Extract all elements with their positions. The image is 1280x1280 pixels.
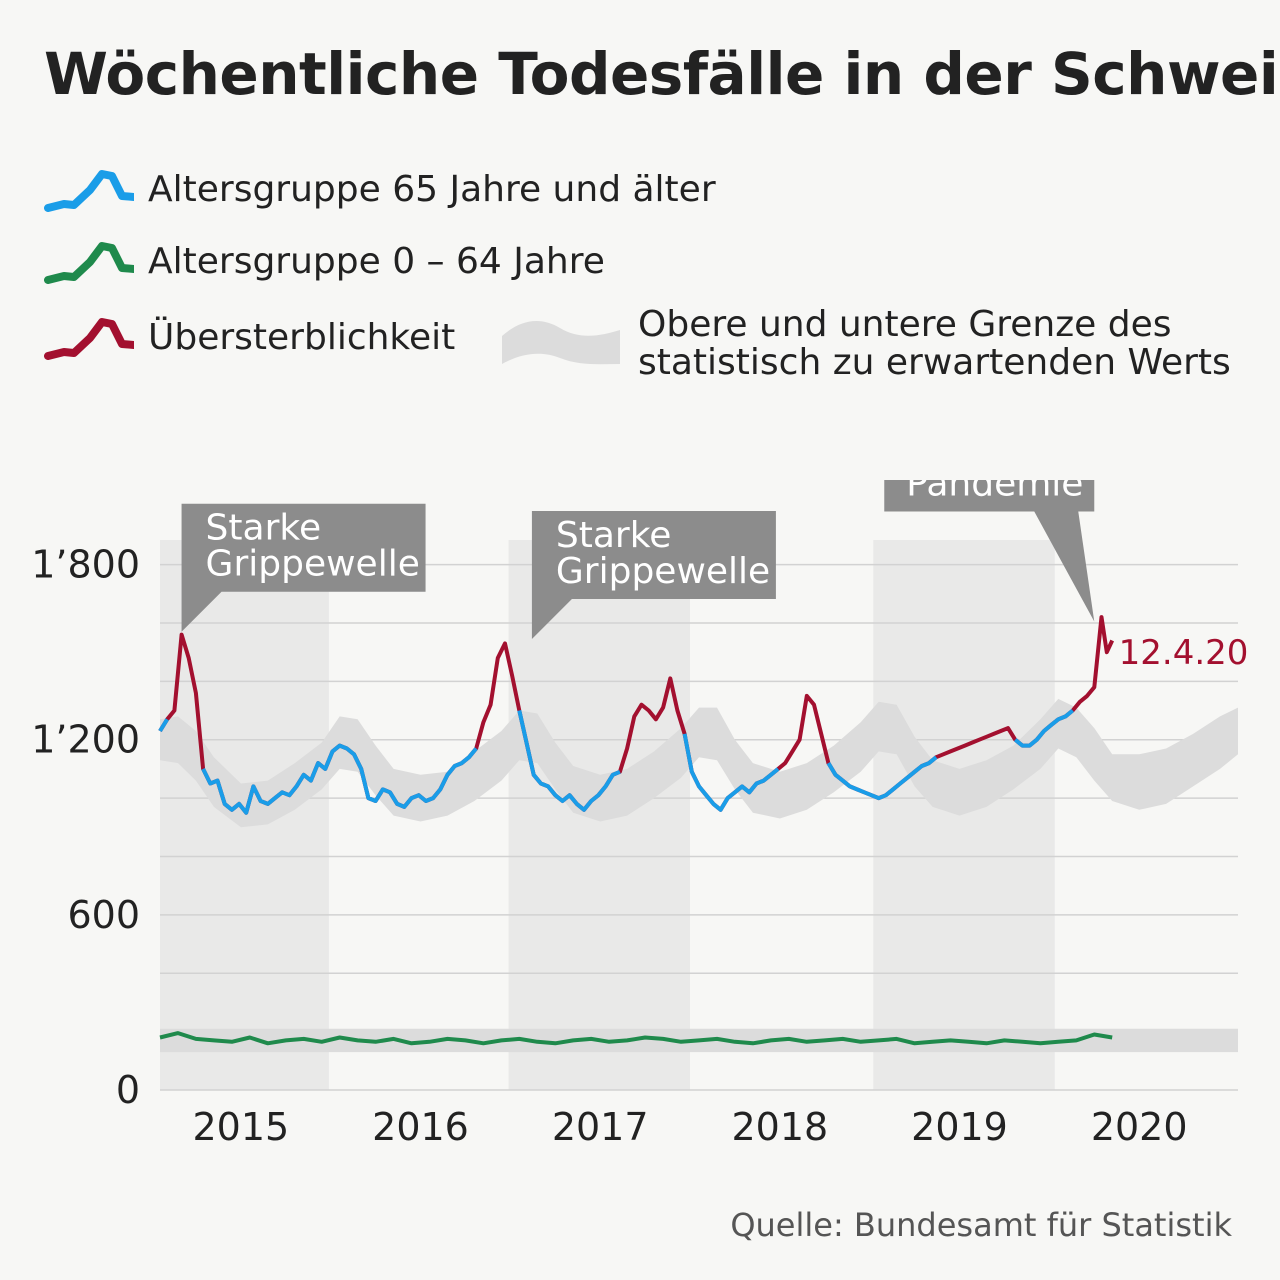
annotation-text-0-1: Grippewelle	[206, 544, 420, 585]
y-tick-label-3: 1’800	[31, 543, 140, 587]
annotation-box-0	[181, 503, 426, 632]
annotation-text-2-1: Pandemie	[906, 480, 1083, 505]
series-line-under65	[159, 1031, 1113, 1046]
expected-band-over65	[160, 698, 1238, 828]
legend-label-excess: Übersterblichkeit	[148, 316, 456, 358]
legend-label-over65: Altersgruppe 65 Jahre und älter	[148, 168, 716, 210]
source-note: Quelle: Bundesamt für Statistik	[730, 1206, 1232, 1244]
x-tick-label-5: 2020	[1091, 1105, 1188, 1149]
legend-item-excess: Übersterblichkeit	[44, 314, 455, 360]
y-tick-label-1: 600	[67, 893, 140, 937]
annotation-text-0-0: Starke	[206, 508, 322, 549]
x-tick-label-4: 2019	[911, 1105, 1008, 1149]
legend-label-band-line1: Obere und untere Grenze des	[638, 304, 1172, 345]
legend-item-band	[500, 306, 622, 370]
chart-plot: 0 600 1’200 1’800 2015 2016 2017 2018 2019 2020 St…	[31, 480, 1249, 1149]
x-tick-label-1: 2016	[372, 1105, 469, 1149]
x-tick-label-2: 2017	[552, 1105, 649, 1149]
legend-band-icon	[502, 321, 620, 365]
legend-item-under65: Altersgruppe 0 – 64 Jahre	[44, 238, 605, 284]
x-tick-label-3: 2018	[731, 1105, 828, 1149]
chart-title: Wöchentliche Todesfälle in der Schweiz	[44, 40, 1280, 108]
legend-line-under65-icon	[44, 242, 134, 284]
legend-line-excess-icon	[44, 318, 134, 360]
legend-label-band-line2: statistisch zu erwartenden Werts	[638, 342, 1231, 383]
y-tick-label-0: 0	[116, 1068, 140, 1112]
annotation-text-1-0: Starke	[556, 515, 672, 556]
x-tick-label-0: 2015	[192, 1105, 289, 1149]
legend-label-under65: Altersgruppe 0 – 64 Jahre	[148, 240, 605, 282]
annotation-text-1-1: Grippewelle	[556, 551, 770, 592]
series-line-over65	[158, 708, 1074, 815]
annotation-box-1	[531, 511, 776, 640]
year-shade-2	[873, 540, 1055, 1090]
end-label: 12.4.20	[1119, 633, 1249, 673]
legend-item-over65: Altersgruppe 65 Jahre und älter	[44, 166, 716, 212]
legend-line-over65-icon	[44, 170, 134, 212]
y-tick-label-2: 1’200	[31, 718, 140, 762]
annotation-box-2	[884, 480, 1095, 622]
